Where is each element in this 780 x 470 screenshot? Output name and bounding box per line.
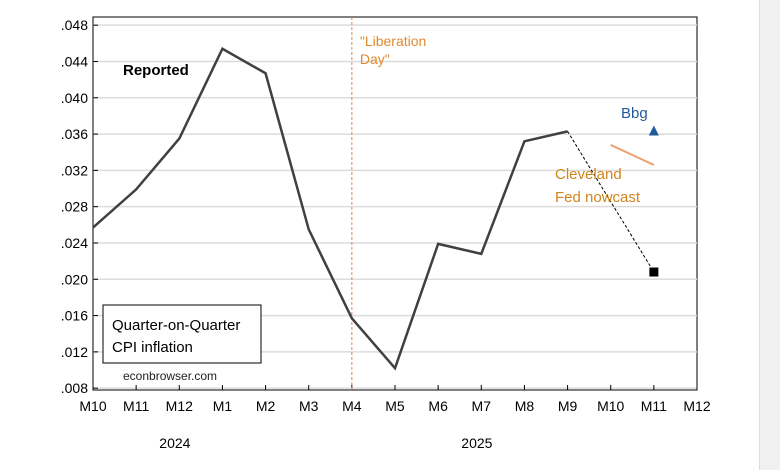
bbg-label: Bbg xyxy=(621,105,648,122)
y-tick-label: .024 xyxy=(61,235,88,251)
liberation-day-label: "Liberation xyxy=(360,33,426,49)
source-label: econbrowser.com xyxy=(123,369,217,383)
y-tick-label: .028 xyxy=(61,199,88,215)
y-tick-label: .016 xyxy=(61,308,88,324)
y-tick-label: .008 xyxy=(61,380,88,396)
legend-text: CPI inflation xyxy=(112,339,193,356)
y-tick-label: .036 xyxy=(61,126,88,142)
x-tick-label: M4 xyxy=(342,398,362,414)
y-tick-label: .048 xyxy=(61,17,88,33)
x-tick-label: M9 xyxy=(558,398,578,414)
series-line-3 xyxy=(567,131,655,273)
y-tick-label: .040 xyxy=(61,90,88,106)
x-tick-label: M10 xyxy=(597,398,624,414)
x-tick-label: M2 xyxy=(256,398,276,414)
year-label: 2025 xyxy=(461,435,492,451)
bbg-marker xyxy=(648,125,659,136)
legend-text: Quarter-on-Quarter xyxy=(112,317,240,334)
x-tick-label: M5 xyxy=(385,398,405,414)
x-tick-label: M8 xyxy=(515,398,535,414)
y-tick-label: .012 xyxy=(61,344,88,360)
series-line-1 xyxy=(610,144,655,166)
y-tick-label: .020 xyxy=(61,271,88,287)
scrollbar[interactable] xyxy=(759,0,780,470)
cleveland-label: Fed nowcast xyxy=(555,189,641,206)
reported-label: Reported xyxy=(123,62,189,79)
x-tick-label: M1 xyxy=(213,398,233,414)
x-tick-label: M11 xyxy=(641,398,667,414)
cleveland-label: Cleveland xyxy=(555,166,622,183)
series-line-0 xyxy=(92,47,568,371)
y-tick-label: .032 xyxy=(61,162,88,178)
projection-marker xyxy=(649,267,659,277)
x-tick-label: M7 xyxy=(472,398,492,414)
x-tick-label: M10 xyxy=(79,398,106,414)
x-tick-label: M12 xyxy=(683,398,710,414)
x-tick-label: M11 xyxy=(123,398,149,414)
x-tick-label: M12 xyxy=(166,398,193,414)
x-tick-label: M6 xyxy=(428,398,448,414)
legend-box xyxy=(102,304,262,364)
liberation-day-label: Day" xyxy=(360,51,390,67)
year-label: 2024 xyxy=(159,435,190,451)
y-tick-label: .044 xyxy=(61,53,88,69)
x-tick-label: M3 xyxy=(299,398,319,414)
